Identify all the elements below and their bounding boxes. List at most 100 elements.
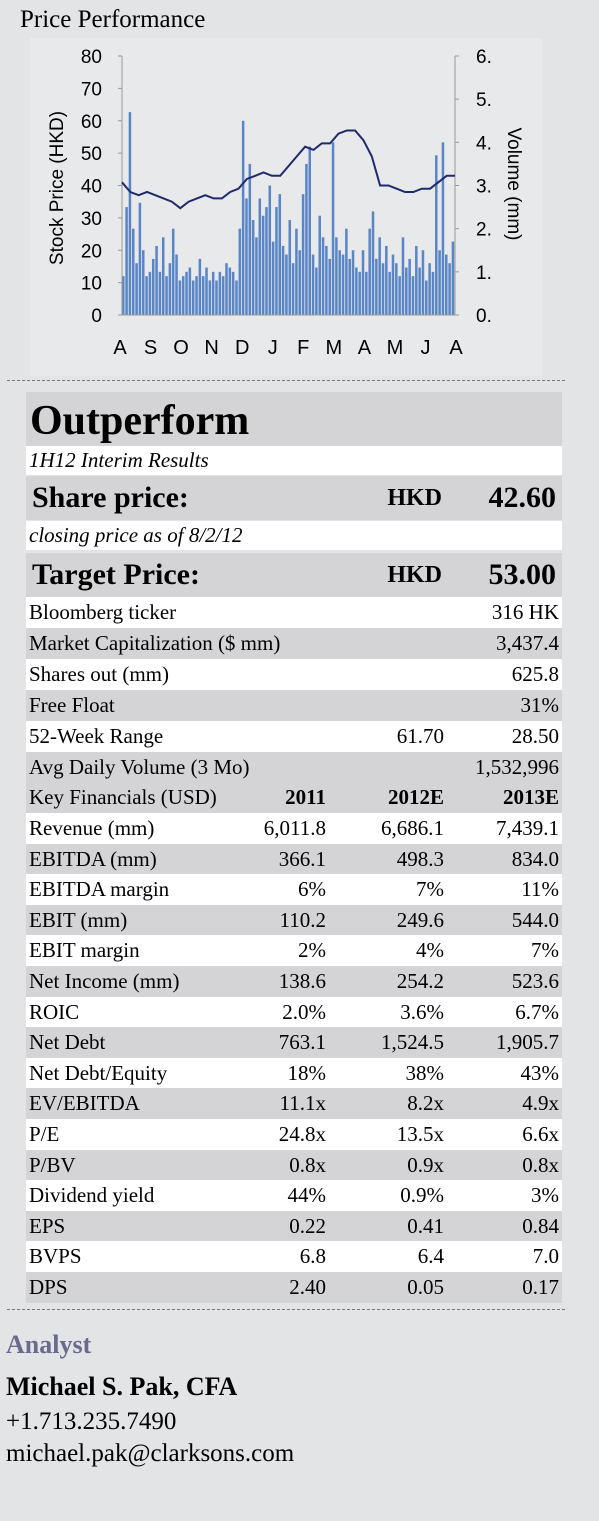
x-tick-label: O bbox=[173, 337, 189, 359]
financials-row-c3: 544.0 bbox=[511, 907, 559, 932]
year-2011: 2011 bbox=[285, 785, 326, 809]
left-tick-label: 70 bbox=[81, 79, 102, 100]
volume-bar bbox=[298, 250, 302, 315]
volume-bar bbox=[228, 267, 232, 315]
volume-bar bbox=[401, 237, 405, 315]
volume-bar bbox=[255, 237, 258, 315]
info-row-c3: 28.50 bbox=[511, 724, 559, 748]
financials-row-c2: 38% bbox=[405, 1060, 445, 1085]
volume-bar bbox=[451, 241, 455, 315]
info-row: Free Float 31% bbox=[26, 690, 562, 721]
financials-row-c3: 0.17 bbox=[522, 1275, 559, 1299]
financials-row-c3: 7% bbox=[531, 938, 559, 963]
financials-row-label: EBITDA margin bbox=[29, 877, 170, 902]
volume-bar bbox=[331, 142, 335, 315]
target-price-currency: HKD bbox=[387, 562, 442, 588]
financials-row-c3: 0.8x bbox=[522, 1152, 559, 1177]
volume-bar bbox=[315, 267, 318, 315]
volume-bar bbox=[258, 198, 262, 315]
x-tick-label: N bbox=[204, 337, 218, 359]
financials-row-c2: 0.05 bbox=[407, 1275, 444, 1299]
financials-row-c1: 24.8x bbox=[278, 1122, 326, 1146]
volume-bar bbox=[221, 276, 225, 315]
financials-row-label: DPS bbox=[29, 1275, 68, 1299]
year-2013e: 2013E bbox=[502, 785, 559, 809]
y-left-title: Stock Price (HKD) bbox=[47, 111, 68, 265]
subtitle-row: 1H12 Interim Results bbox=[26, 446, 562, 475]
volume-bar bbox=[195, 276, 198, 315]
volume-bar bbox=[395, 263, 398, 315]
financials-row-c3: 834.0 bbox=[511, 846, 559, 871]
financials-row-c1: 6,011.8 bbox=[263, 816, 326, 840]
right-tick-label: 0. bbox=[476, 306, 492, 327]
financials-row-c2: 6.4 bbox=[417, 1244, 444, 1269]
financials-row-label: P/BV bbox=[29, 1152, 76, 1177]
financials-row: EBITDA (mm) 366.1 498.3 834.0 bbox=[26, 843, 562, 875]
financials-row: Revenue (mm) 6,011.8 6,686.1 7,439.1 bbox=[26, 813, 562, 844]
volume-bar bbox=[335, 237, 338, 315]
volume-bar bbox=[431, 271, 435, 315]
info-row: Market Capitalization ($ mm) 3,437.4 bbox=[26, 628, 562, 659]
volume-bar bbox=[271, 241, 275, 315]
volume-bar bbox=[405, 267, 408, 315]
info-row-c3: 625.8 bbox=[511, 662, 559, 686]
volume-bar bbox=[241, 120, 245, 315]
info-row: 52-Week Range 61.70 28.50 bbox=[26, 721, 562, 752]
financials-row-label: BVPS bbox=[29, 1244, 82, 1269]
financials-row-c2: 0.9% bbox=[400, 1183, 444, 1208]
financials-row-c2: 7% bbox=[416, 877, 444, 902]
volume-bar bbox=[131, 228, 135, 315]
x-tick-label: F bbox=[297, 337, 309, 359]
financials-row: P/E 24.8x 13.5x 6.6x bbox=[26, 1119, 562, 1150]
left-tick-label: 50 bbox=[81, 144, 102, 165]
volume-bar bbox=[448, 263, 451, 315]
financials-row-c1: 6.8 bbox=[299, 1244, 326, 1269]
analyst-email[interactable]: michael.pak@clarksons.com bbox=[6, 1440, 295, 1467]
x-tick-label: M bbox=[325, 337, 342, 359]
financials-row-c1: 11.1x bbox=[279, 1091, 326, 1116]
volume-bar bbox=[365, 271, 368, 315]
info-row-c3: 3,437.4 bbox=[496, 631, 559, 655]
left-tick-label: 0 bbox=[91, 306, 102, 327]
info-row-c2: 61.70 bbox=[396, 724, 444, 748]
financials-row-label: Revenue (mm) bbox=[29, 816, 155, 840]
info-row-label: Bloomberg ticker bbox=[29, 600, 177, 624]
financials-row: Net Income (mm) 138.6 254.2 523.6 bbox=[26, 966, 562, 997]
financials-row-c3: 1,905.7 bbox=[496, 1030, 559, 1055]
financials-row-label: EBITDA (mm) bbox=[29, 846, 157, 871]
volume-bar bbox=[208, 280, 212, 315]
left-tick-label: 10 bbox=[81, 274, 102, 295]
price-line bbox=[121, 129, 455, 210]
volume-bar bbox=[421, 250, 425, 315]
volume-bar bbox=[161, 237, 165, 315]
chart-title: Price Performance bbox=[20, 6, 206, 33]
info-row: Avg Daily Volume (3 Mo) 1,532,996 bbox=[26, 752, 562, 783]
x-tick-label: J bbox=[420, 337, 430, 359]
volume-bar bbox=[251, 220, 255, 315]
financials-row-c1: 366.1 bbox=[278, 846, 326, 871]
financials-row-c3: 7.0 bbox=[532, 1244, 559, 1269]
volume-bar bbox=[415, 245, 418, 315]
volume-bar bbox=[435, 155, 438, 315]
rating-box: Outperform bbox=[26, 392, 562, 446]
financials-row: EV/EBITDA 11.1x 8.2x 4.9x bbox=[26, 1088, 562, 1120]
volume-bar bbox=[355, 267, 358, 315]
volume-bar bbox=[341, 254, 345, 315]
volume-bar bbox=[218, 271, 222, 315]
volume-bar bbox=[188, 267, 192, 315]
volume-bar bbox=[288, 220, 292, 315]
right-tick-label: 3. bbox=[476, 177, 492, 198]
volume-bar bbox=[148, 271, 152, 315]
financials-row-c2: 13.5x bbox=[396, 1122, 444, 1146]
financials-row-c3: 523.6 bbox=[511, 969, 559, 993]
volume-bar bbox=[345, 228, 348, 315]
x-tick-label: M bbox=[387, 337, 404, 359]
volume-bar bbox=[281, 245, 285, 315]
volume-bar bbox=[215, 280, 218, 315]
info-row-label: Shares out (mm) bbox=[29, 662, 169, 686]
volume-bar bbox=[321, 237, 325, 315]
financials-row-c2: 3.6% bbox=[400, 999, 444, 1024]
volume-bar bbox=[155, 245, 158, 315]
financials-row-c1: 2.40 bbox=[289, 1275, 326, 1299]
